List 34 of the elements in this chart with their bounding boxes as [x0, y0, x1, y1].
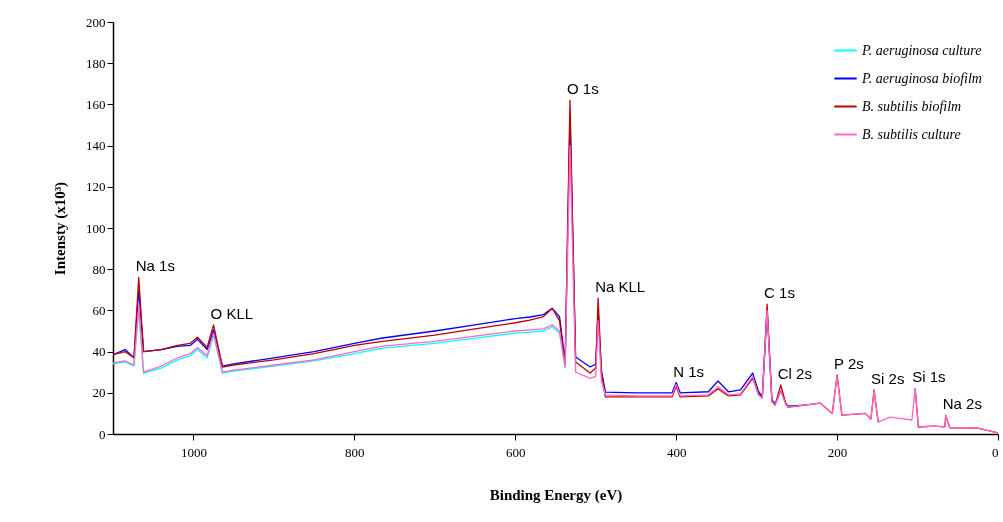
legend-label: B. subtilis culture — [862, 126, 961, 142]
annotation: C 1s — [764, 284, 795, 302]
annotation: P 2s — [834, 355, 864, 373]
legend-label: P. aeruginosa biofilm — [861, 70, 982, 86]
x-axis-title: Binding Energy (eV) — [489, 486, 623, 504]
x-tick-label: 1000 — [180, 444, 207, 460]
x-tick-label: 800 — [345, 444, 365, 460]
y-tick-label: 180 — [86, 55, 106, 71]
y-axis-title: Intensty (x10³) — [52, 181, 69, 276]
legend-label: P. aeruginosa culture — [861, 42, 982, 58]
annotation: O KLL — [210, 304, 254, 322]
annotation: Si 2s — [871, 369, 905, 387]
y-tick-label: 60 — [92, 302, 106, 318]
annotation: N 1s — [673, 362, 705, 380]
y-tick-label: 120 — [86, 179, 106, 195]
y-tick-label: 20 — [92, 385, 106, 401]
legend-label: B. subtilis biofilm — [862, 98, 962, 114]
annotation: O 1s — [566, 80, 599, 98]
y-tick-label: 40 — [92, 344, 106, 360]
y-tick-label: 200 — [86, 14, 106, 30]
y-tick-label: 0 — [99, 426, 106, 442]
annotation: Na 1s — [135, 257, 175, 275]
y-tick-label: 140 — [86, 138, 106, 154]
annotation: Si 1s — [912, 368, 946, 386]
annotation: Na KLL — [595, 278, 646, 296]
x-tick-label: 0 — [992, 444, 999, 460]
annotation: Na 2s — [942, 395, 982, 413]
x-tick-label: 400 — [666, 444, 687, 460]
annotation: Cl 2s — [777, 364, 812, 382]
y-tick-label: 160 — [86, 96, 106, 112]
x-tick-label: 600 — [506, 444, 526, 460]
x-tick-label: 200 — [827, 444, 848, 460]
y-tick-label: 100 — [86, 220, 106, 236]
y-tick-label: 80 — [92, 261, 106, 277]
